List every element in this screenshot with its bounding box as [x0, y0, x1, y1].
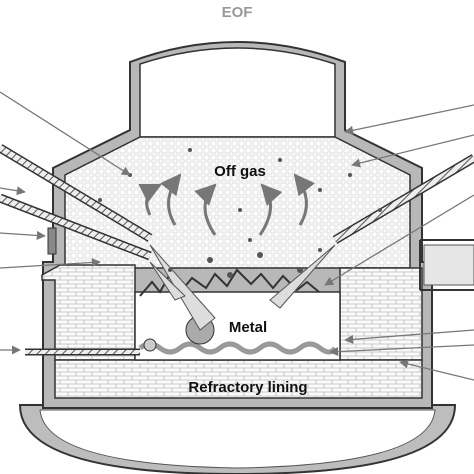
- jet: [149, 261, 186, 301]
- gas-arrows: [138, 173, 316, 236]
- right-brick: [339, 267, 423, 361]
- lance: [333, 155, 474, 243]
- burner: [47, 227, 57, 255]
- jet: [269, 244, 336, 309]
- refractory-lining: [54, 359, 423, 399]
- lance: [0, 195, 152, 259]
- vessel-bottom-inner: [39, 409, 436, 469]
- bubble: [143, 338, 157, 352]
- launder-inner: [423, 244, 474, 286]
- lance: [0, 145, 152, 241]
- slag: [138, 341, 338, 355]
- leader-arrows: [0, 91, 474, 381]
- title: EOF: [222, 4, 253, 21]
- off-gas-label: Off gas: [214, 163, 266, 180]
- metal-label: Metal: [229, 319, 267, 336]
- refractory-label: Refractory lining: [188, 379, 307, 396]
- chimney: [139, 47, 336, 138]
- gas-space: [64, 136, 411, 269]
- launder: [419, 239, 474, 291]
- particles: [98, 148, 382, 278]
- left-brick: [41, 264, 136, 361]
